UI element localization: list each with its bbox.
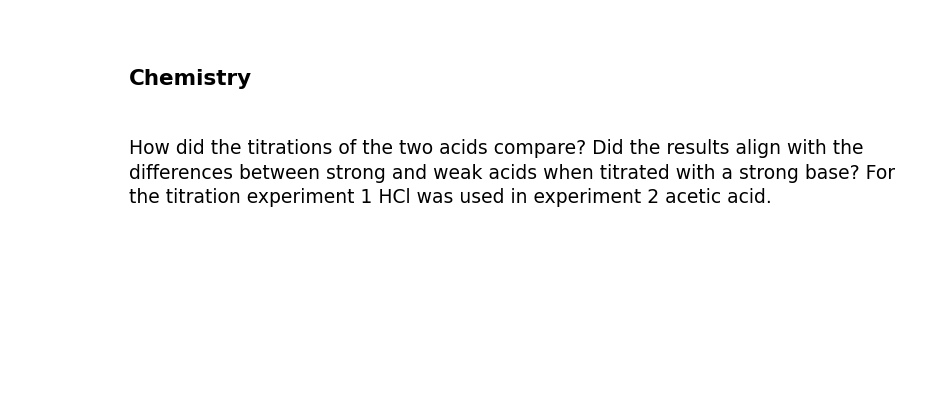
Text: Chemistry: Chemistry xyxy=(129,69,252,89)
Text: How did the titrations of the two acids compare? Did the results align with the
: How did the titrations of the two acids … xyxy=(129,139,894,207)
